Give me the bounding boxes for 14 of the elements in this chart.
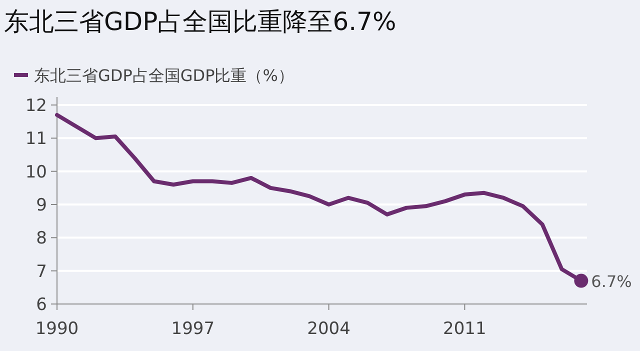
chart-title: 东北三省GDP占全国比重降至6.7%: [4, 7, 396, 36]
x-tick-label: 1990: [35, 319, 79, 339]
x-tick-label: 2011: [443, 319, 486, 339]
y-tick-label: 7: [36, 262, 47, 282]
y-tick-label: 8: [36, 228, 47, 249]
x-tick-label: 1997: [171, 319, 215, 339]
y-tick-label: 10: [25, 162, 47, 182]
x-tick-label: 2004: [307, 319, 350, 339]
y-tick-label: 12: [25, 96, 47, 116]
y-tick-label: 9: [36, 196, 47, 216]
annotation: 6.7%: [591, 272, 632, 291]
legend-label: 东北三省GDP占全国GDP比重（%）: [34, 66, 294, 85]
y-tick-label: 11: [25, 129, 47, 150]
y-tick-label: 6: [36, 295, 47, 315]
